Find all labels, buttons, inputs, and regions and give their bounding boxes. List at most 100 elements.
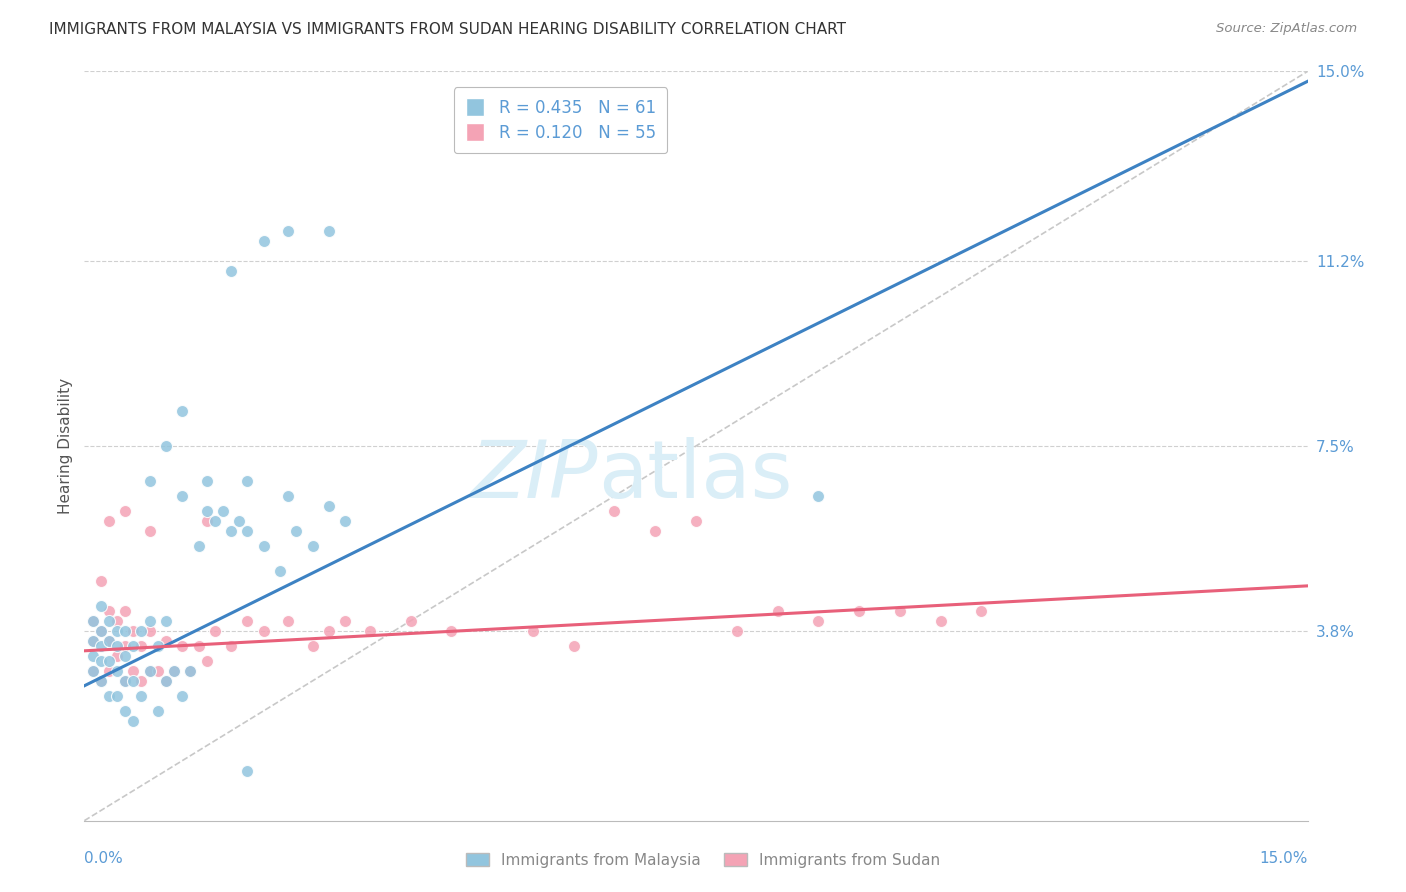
Point: [219, 524, 242, 538]
Point: [807, 614, 830, 628]
Point: [204, 624, 226, 638]
Point: [219, 639, 242, 653]
Point: [725, 624, 748, 638]
Point: [253, 624, 276, 638]
Point: [146, 664, 169, 678]
Point: [155, 673, 177, 688]
Point: [172, 639, 194, 653]
Point: [114, 639, 136, 653]
Point: [114, 504, 136, 518]
Point: [179, 664, 201, 678]
Point: [277, 614, 299, 628]
Point: [155, 633, 177, 648]
Point: [399, 614, 422, 628]
Point: [195, 504, 218, 518]
Point: [97, 654, 120, 668]
Text: Source: ZipAtlas.com: Source: ZipAtlas.com: [1216, 22, 1357, 36]
Point: [82, 633, 104, 648]
Point: [114, 624, 136, 638]
Point: [82, 614, 104, 628]
Point: [90, 574, 112, 588]
Text: 15.0%: 15.0%: [1260, 851, 1308, 866]
Point: [105, 614, 128, 628]
Point: [562, 639, 585, 653]
Point: [155, 673, 177, 688]
Point: [172, 689, 194, 703]
Point: [155, 614, 177, 628]
Point: [82, 633, 104, 648]
Point: [766, 604, 789, 618]
Text: 0.0%: 0.0%: [84, 851, 124, 866]
Point: [105, 639, 128, 653]
Point: [122, 673, 145, 688]
Point: [90, 599, 112, 613]
Point: [146, 639, 169, 653]
Point: [114, 604, 136, 618]
Point: [138, 624, 160, 638]
Point: [138, 524, 160, 538]
Point: [929, 614, 952, 628]
Point: [114, 673, 136, 688]
Point: [122, 714, 145, 728]
Point: [90, 624, 112, 638]
Point: [82, 648, 104, 663]
Point: [163, 664, 186, 678]
Point: [114, 648, 136, 663]
Point: [172, 489, 194, 503]
Point: [82, 664, 104, 678]
Text: ZIP: ZIP: [471, 437, 598, 515]
Point: [146, 704, 169, 718]
Point: [236, 614, 259, 628]
Point: [155, 439, 177, 453]
Point: [172, 404, 194, 418]
Point: [236, 524, 259, 538]
Point: [970, 604, 993, 618]
Point: [219, 264, 242, 278]
Point: [105, 689, 128, 703]
Point: [522, 624, 544, 638]
Point: [318, 499, 340, 513]
Point: [889, 604, 911, 618]
Point: [848, 604, 870, 618]
Point: [335, 514, 357, 528]
Point: [236, 474, 259, 488]
Point: [685, 514, 707, 528]
Point: [97, 633, 120, 648]
Point: [277, 489, 299, 503]
Point: [131, 639, 153, 653]
Point: [301, 539, 323, 553]
Point: [82, 664, 104, 678]
Point: [90, 673, 112, 688]
Point: [285, 524, 308, 538]
Point: [97, 514, 120, 528]
Point: [335, 614, 357, 628]
Point: [228, 514, 250, 528]
Point: [90, 673, 112, 688]
Point: [195, 474, 218, 488]
Point: [440, 624, 463, 638]
Point: [131, 689, 153, 703]
Point: [90, 624, 112, 638]
Point: [131, 673, 153, 688]
Point: [97, 604, 120, 618]
Point: [122, 664, 145, 678]
Point: [90, 654, 112, 668]
Y-axis label: Hearing Disability: Hearing Disability: [58, 378, 73, 514]
Point: [187, 639, 209, 653]
Point: [807, 489, 830, 503]
Point: [114, 673, 136, 688]
Point: [105, 648, 128, 663]
Legend: Immigrants from Malaysia, Immigrants from Sudan: Immigrants from Malaysia, Immigrants fro…: [458, 845, 948, 875]
Point: [97, 633, 120, 648]
Point: [644, 524, 666, 538]
Point: [97, 689, 120, 703]
Text: atlas: atlas: [598, 437, 793, 515]
Point: [138, 614, 160, 628]
Point: [122, 639, 145, 653]
Point: [131, 624, 153, 638]
Legend: R = 0.435   N = 61, R = 0.120   N = 55: R = 0.435 N = 61, R = 0.120 N = 55: [454, 87, 668, 153]
Point: [277, 224, 299, 238]
Point: [82, 614, 104, 628]
Point: [97, 614, 120, 628]
Point: [318, 224, 340, 238]
